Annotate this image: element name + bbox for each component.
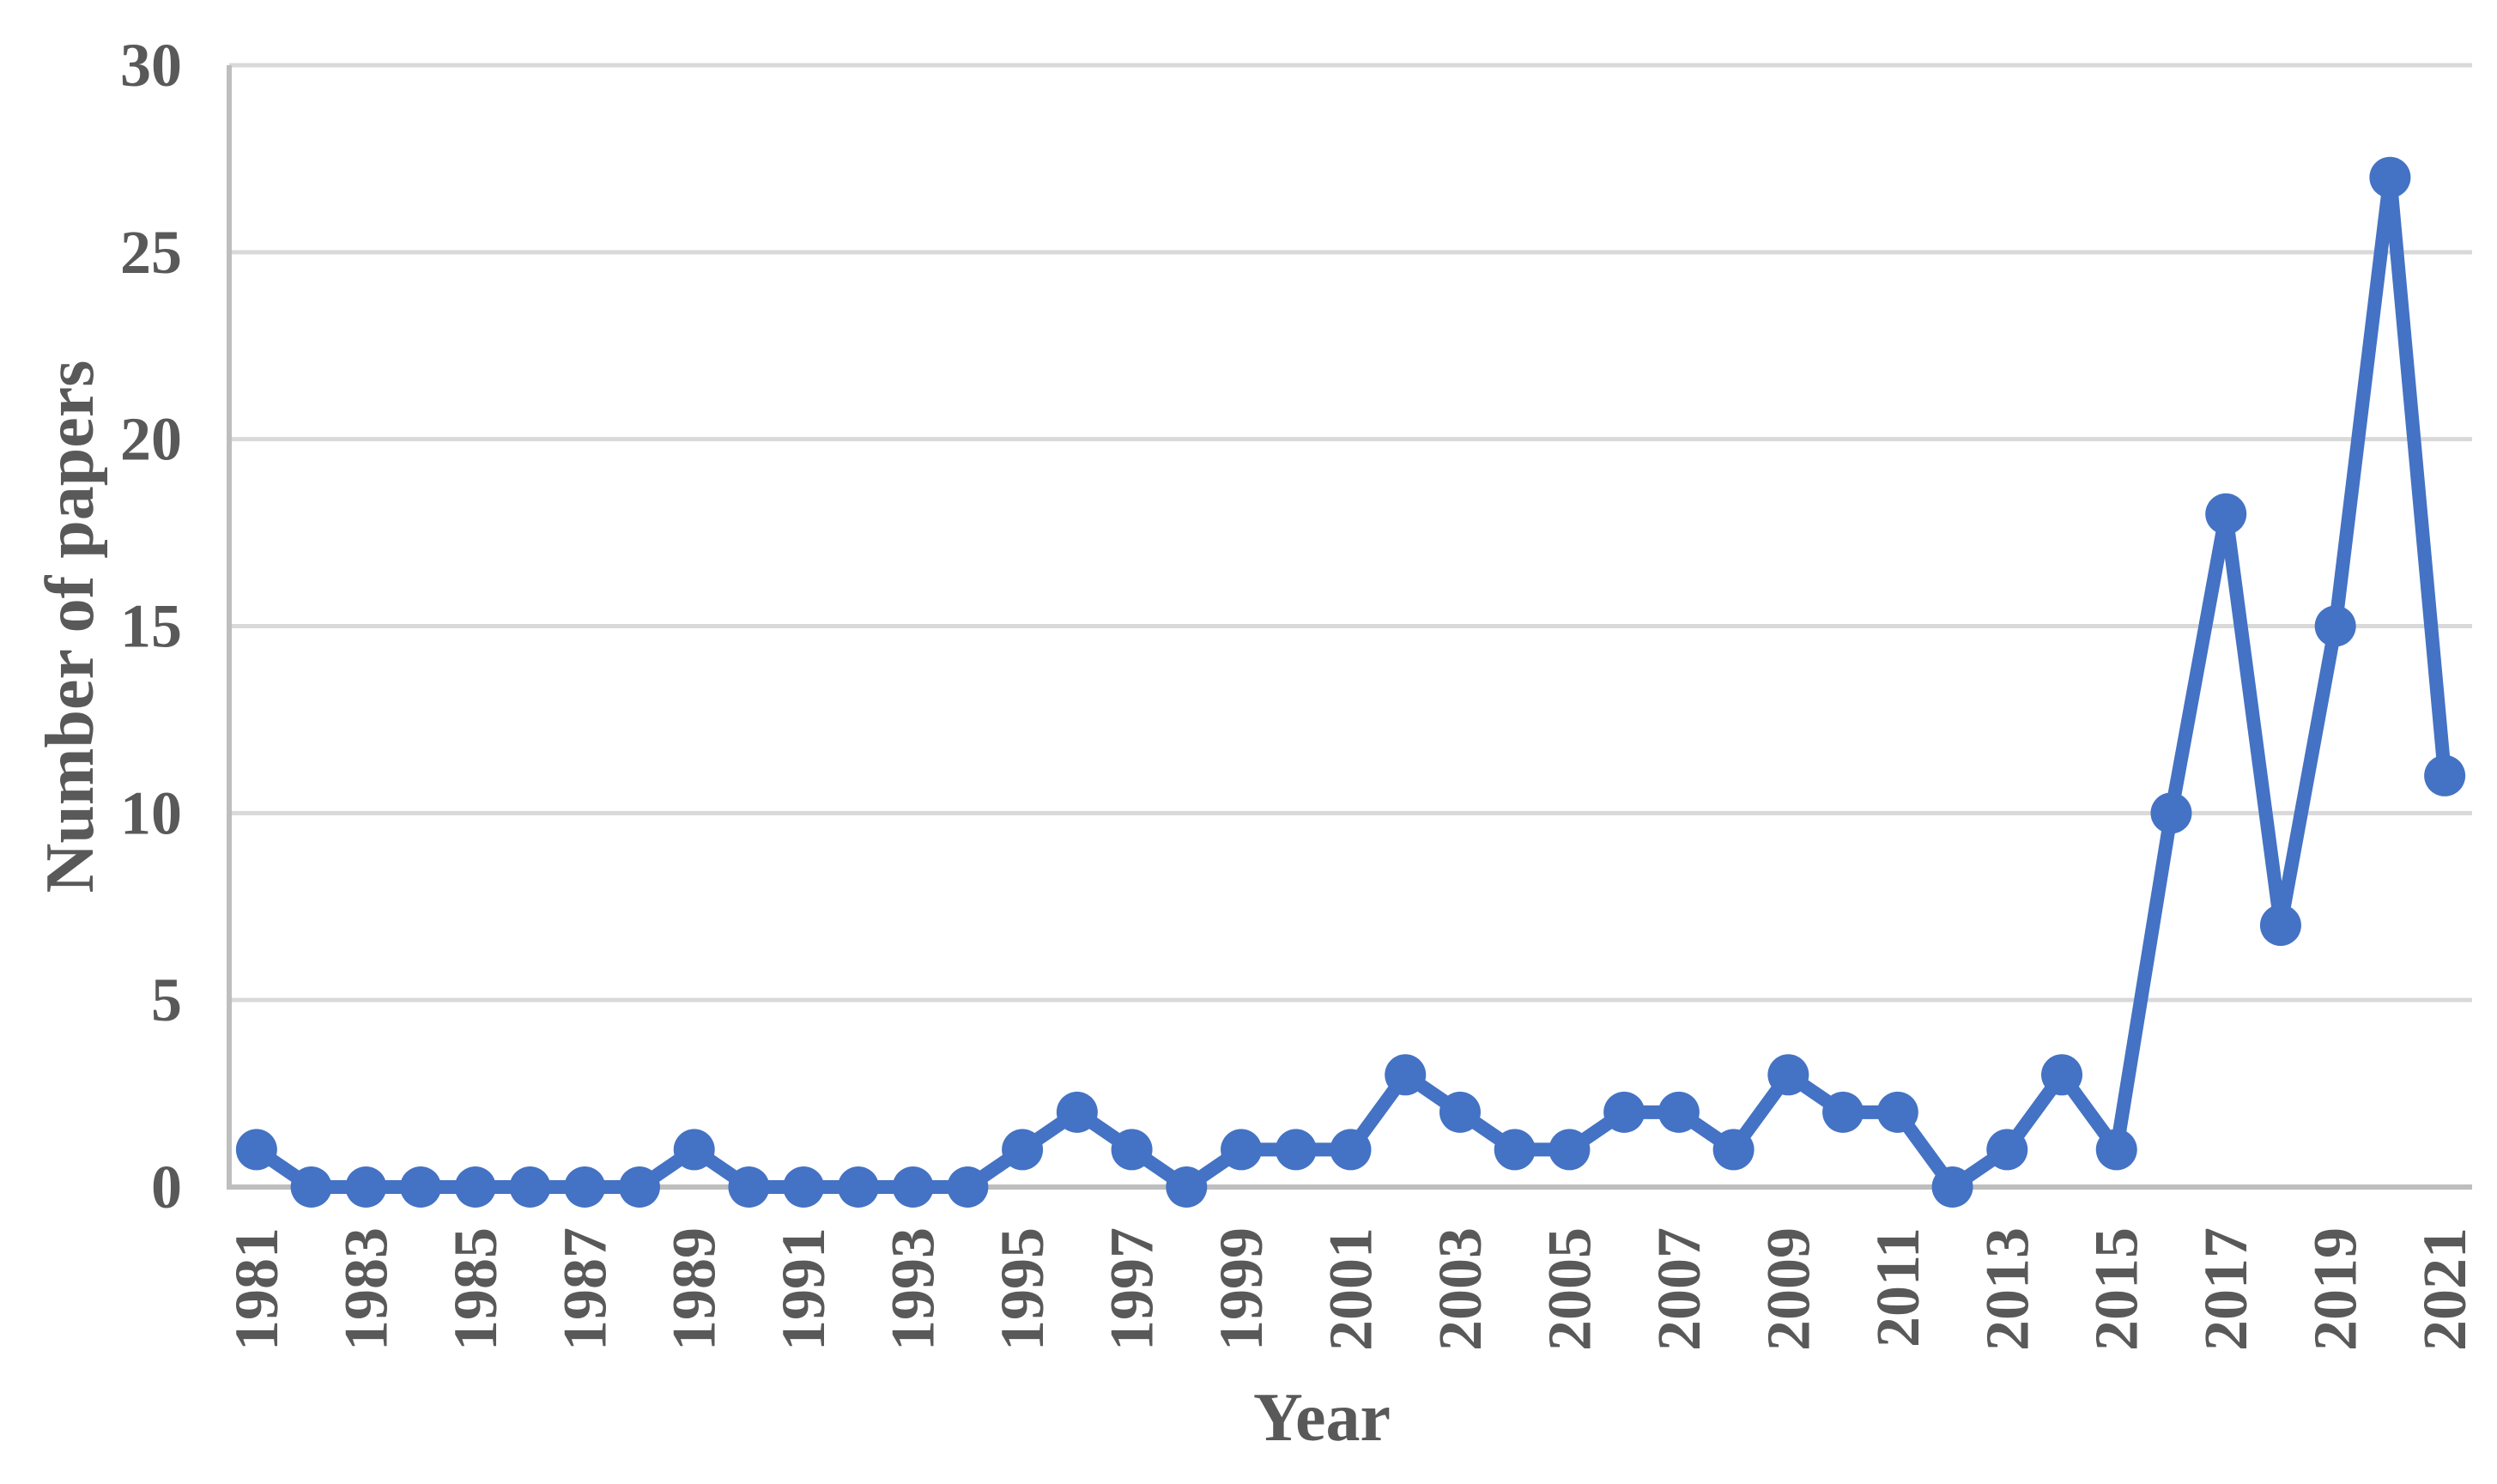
x-tick-label-1995: 1995 <box>988 1227 1057 1351</box>
data-point-1983 <box>345 1166 387 1208</box>
data-point-1994 <box>947 1166 989 1208</box>
data-point-2019 <box>2314 605 2356 647</box>
x-tick-label-2005: 2005 <box>1535 1227 1603 1351</box>
data-point-2007 <box>1658 1091 1700 1133</box>
y-tick-label-0: 0 <box>151 1153 182 1221</box>
data-point-2021 <box>2424 754 2466 797</box>
x-tick-label-1999: 1999 <box>1207 1227 1276 1351</box>
data-point-2006 <box>1603 1091 1645 1133</box>
data-point-2017 <box>2205 493 2247 535</box>
data-point-1986 <box>509 1166 551 1208</box>
x-tick-label-2011: 2011 <box>1864 1227 1932 1348</box>
x-tick-label-2021: 2021 <box>2410 1227 2479 1351</box>
data-point-1995 <box>1002 1129 1044 1171</box>
data-point-1996 <box>1056 1091 1098 1133</box>
x-tick-label-1989: 1989 <box>660 1227 729 1351</box>
x-tick-label-2015: 2015 <box>2082 1227 2151 1351</box>
data-point-1991 <box>783 1166 825 1208</box>
x-tick-label-2019: 2019 <box>2301 1227 2370 1351</box>
data-point-2013 <box>1986 1129 2028 1171</box>
data-point-2010 <box>1822 1091 1864 1133</box>
data-point-1984 <box>400 1166 442 1208</box>
data-point-1990 <box>728 1166 770 1208</box>
y-tick-label-20: 20 <box>120 405 182 474</box>
x-tick-label-2007: 2007 <box>1645 1227 1713 1351</box>
data-point-2018 <box>2259 905 2301 947</box>
data-point-1999 <box>1221 1129 1263 1171</box>
x-tick-label-1993: 1993 <box>879 1227 948 1351</box>
data-point-1998 <box>1166 1166 1208 1208</box>
data-point-2008 <box>1712 1129 1755 1171</box>
x-tick-label-1981: 1981 <box>222 1227 291 1351</box>
x-tick-label-1987: 1987 <box>550 1227 619 1351</box>
data-point-1982 <box>290 1166 332 1208</box>
x-tick-label-2013: 2013 <box>1973 1227 2041 1351</box>
x-tick-label-2017: 2017 <box>2191 1227 2260 1351</box>
data-point-1985 <box>454 1166 496 1208</box>
data-point-1989 <box>673 1129 715 1171</box>
x-tick-label-2003: 2003 <box>1426 1227 1494 1351</box>
x-tick-label-1983: 1983 <box>331 1227 400 1351</box>
data-point-2005 <box>1549 1129 1591 1171</box>
data-point-1993 <box>892 1166 934 1208</box>
x-tick-label-2009: 2009 <box>1754 1227 1822 1351</box>
data-point-2020 <box>2369 156 2411 198</box>
y-tick-label-10: 10 <box>120 778 182 847</box>
y-axis-title: Number of papers <box>33 360 108 893</box>
data-point-2003 <box>1439 1091 1481 1133</box>
data-point-2015 <box>2095 1129 2137 1171</box>
y-tick-label-15: 15 <box>120 592 182 661</box>
y-tick-label-5: 5 <box>151 966 182 1034</box>
x-axis-title: Year <box>1253 1380 1391 1456</box>
data-point-2002 <box>1385 1054 1427 1096</box>
x-tick-label-2001: 2001 <box>1317 1227 1385 1351</box>
data-point-1997 <box>1111 1129 1153 1171</box>
data-point-2004 <box>1494 1129 1536 1171</box>
data-point-2009 <box>1767 1054 1809 1096</box>
data-point-2000 <box>1275 1129 1317 1171</box>
y-tick-label-25: 25 <box>120 218 182 287</box>
data-point-1981 <box>235 1129 277 1171</box>
data-point-2011 <box>1876 1091 1918 1133</box>
data-point-1992 <box>837 1166 879 1208</box>
series-line <box>249 170 2452 1194</box>
data-point-2001 <box>1330 1129 1372 1171</box>
data-point-1987 <box>564 1166 606 1208</box>
data-point-2012 <box>1931 1166 1973 1208</box>
x-tick-label-1997: 1997 <box>1098 1227 1167 1351</box>
y-tick-label-30: 30 <box>120 31 182 100</box>
data-point-2016 <box>2150 792 2192 834</box>
x-tick-label-1991: 1991 <box>769 1227 838 1351</box>
data-point-2014 <box>2041 1054 2083 1096</box>
x-tick-label-1985: 1985 <box>441 1227 510 1351</box>
data-point-1988 <box>618 1166 660 1208</box>
